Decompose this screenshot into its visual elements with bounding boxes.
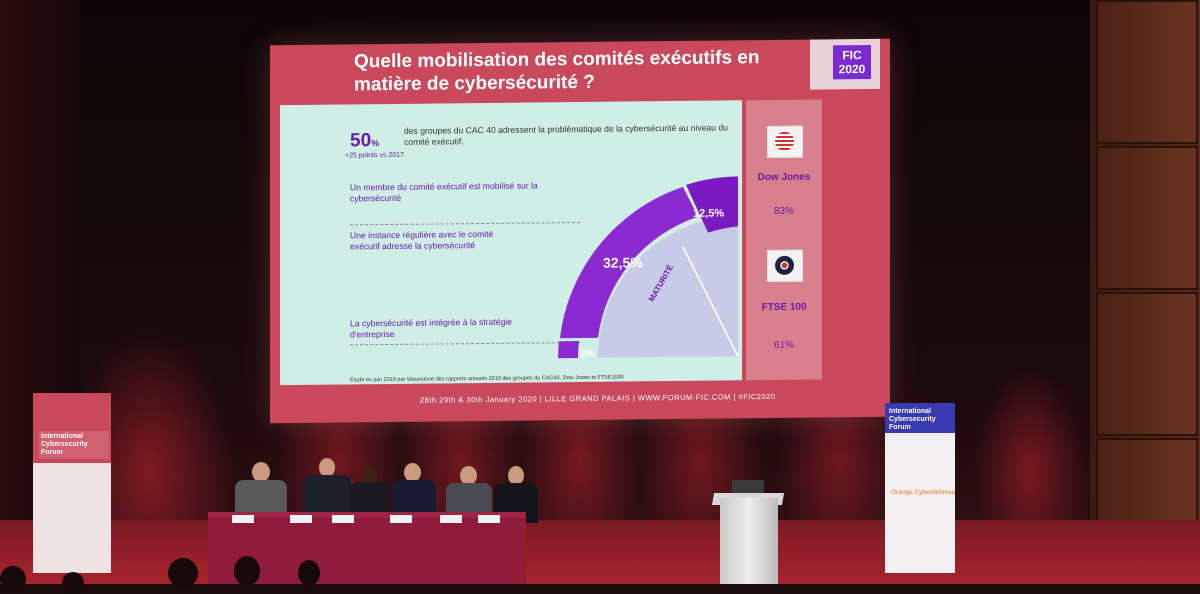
- audience-head: [0, 566, 26, 592]
- speaker-head: [319, 458, 335, 477]
- item-label: La cybersécurité est intégrée à la strat…: [350, 316, 512, 340]
- slide-footer: 28th 29th & 30th January 2020 | LILLE GR…: [420, 391, 776, 405]
- right-banner-sponsor: Orange Cyberdefense: [891, 489, 955, 496]
- right-banner-title: International Cybersecurity Forum: [889, 408, 936, 431]
- nameplate: [332, 515, 354, 523]
- chart-segment-32-5: [560, 186, 698, 339]
- item-label: Une instance régulière avec le comité ex…: [350, 228, 494, 252]
- chart-inner-sector: [598, 216, 738, 358]
- table-cloth: [208, 512, 526, 518]
- wall-panel: [1096, 146, 1198, 290]
- stat-description: des groupes du CAC 40 adressent la probl…: [404, 122, 728, 147]
- chart-label-12-5: 12,5%: [693, 207, 724, 219]
- uk-flag-globe: [775, 255, 794, 275]
- stat-value: 50%: [350, 130, 380, 152]
- right-wall: [1090, 0, 1200, 584]
- index-name: FTSE 100: [761, 301, 807, 314]
- panel-table: [208, 512, 526, 584]
- nameplate: [478, 515, 500, 523]
- speaker-body: [303, 475, 351, 515]
- index-name: Dow Jones: [757, 171, 811, 184]
- index-sidebar: Dow Jones 83% FTSE 100 61%: [746, 98, 881, 381]
- stage-floor: [0, 520, 1200, 584]
- banner-top: [885, 403, 955, 433]
- slide-title: Quelle mobilisation des comités exécutif…: [354, 47, 760, 96]
- nameplate: [232, 515, 254, 523]
- speaker-body: [392, 480, 436, 518]
- divider: [350, 222, 580, 226]
- audience-head: [298, 560, 320, 586]
- speaker-head: [252, 462, 270, 482]
- chart-segment-5: [558, 341, 579, 359]
- left-banner-title: International Cybersecurity Forum: [39, 431, 109, 459]
- speaker-body: [350, 482, 390, 516]
- speaker-head: [404, 463, 421, 482]
- audience-head: [168, 558, 198, 588]
- wall-panel: [1096, 292, 1198, 436]
- speaker-head: [460, 466, 477, 485]
- chart-label-32-5: 32,5%: [603, 254, 643, 270]
- nameplate: [440, 515, 462, 523]
- us-flag-globe: [775, 131, 794, 151]
- nameplate: [390, 515, 412, 523]
- stat-subtext: +25 points vs 2017: [345, 151, 404, 160]
- slide-content-panel: 50% +25 points vs 2017 des groupes du CA…: [280, 100, 742, 386]
- chart-label-5: 5%: [580, 349, 595, 360]
- index-value: 61%: [773, 339, 794, 351]
- speaker-head: [362, 466, 378, 484]
- item-label: Un membre du comité exécutif est mobilis…: [350, 180, 538, 204]
- index-value: 83%: [773, 205, 794, 217]
- us-flag-icon: [767, 125, 803, 159]
- maturity-chart: 5% 32,5% 12,5% MATURITÉ: [558, 176, 738, 360]
- uk-flag-icon: [767, 249, 803, 283]
- source-note: Étude en juin 2019 par Wavestone des rap…: [350, 374, 624, 384]
- speaker-head: [508, 466, 524, 485]
- fic-logo: FIC 2020: [810, 38, 880, 90]
- projection-screen: Quelle mobilisation des comités exécutif…: [270, 38, 890, 424]
- speaker-body: [235, 480, 287, 518]
- wall-panel: [1096, 0, 1198, 144]
- podium: [720, 498, 778, 584]
- audience-head: [62, 572, 84, 594]
- left-banner: International Cybersecurity Forum: [33, 393, 111, 573]
- chart-segment-12-5: [686, 176, 738, 233]
- chart-divider: [682, 246, 738, 357]
- fic-logo-text: FIC 2020: [833, 44, 871, 80]
- divider: [350, 342, 580, 346]
- right-banner: International Cybersecurity Forum Orange…: [885, 403, 955, 573]
- nameplate: [290, 515, 312, 523]
- audience-head: [234, 556, 260, 586]
